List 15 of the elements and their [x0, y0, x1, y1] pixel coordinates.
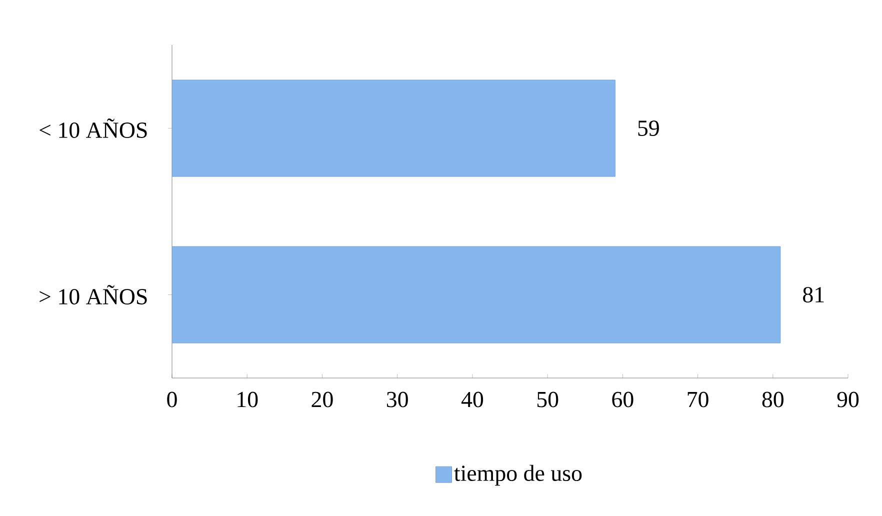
x-tick-label: 40	[461, 392, 484, 408]
x-tick-label: 70	[688, 392, 708, 408]
x-tick-label: 0	[167, 392, 177, 408]
y-tick-label: < 10 AÑOS	[40, 118, 147, 138]
legend-label: tiempo de uso	[454, 464, 582, 486]
x-tick-label: 90	[837, 392, 859, 408]
x-tick-label: 30	[386, 392, 408, 408]
x-tick-label: 20	[312, 392, 333, 408]
data-label: 59	[638, 120, 659, 136]
x-tick-label: 10	[238, 392, 258, 408]
x-tick-label: 80	[762, 392, 784, 408]
x-tick-label: 60	[612, 392, 634, 408]
x-tick-label: 50	[537, 392, 558, 408]
y-tick-label: > 10 AÑOS	[40, 285, 147, 304]
data-label: 81	[803, 287, 824, 302]
